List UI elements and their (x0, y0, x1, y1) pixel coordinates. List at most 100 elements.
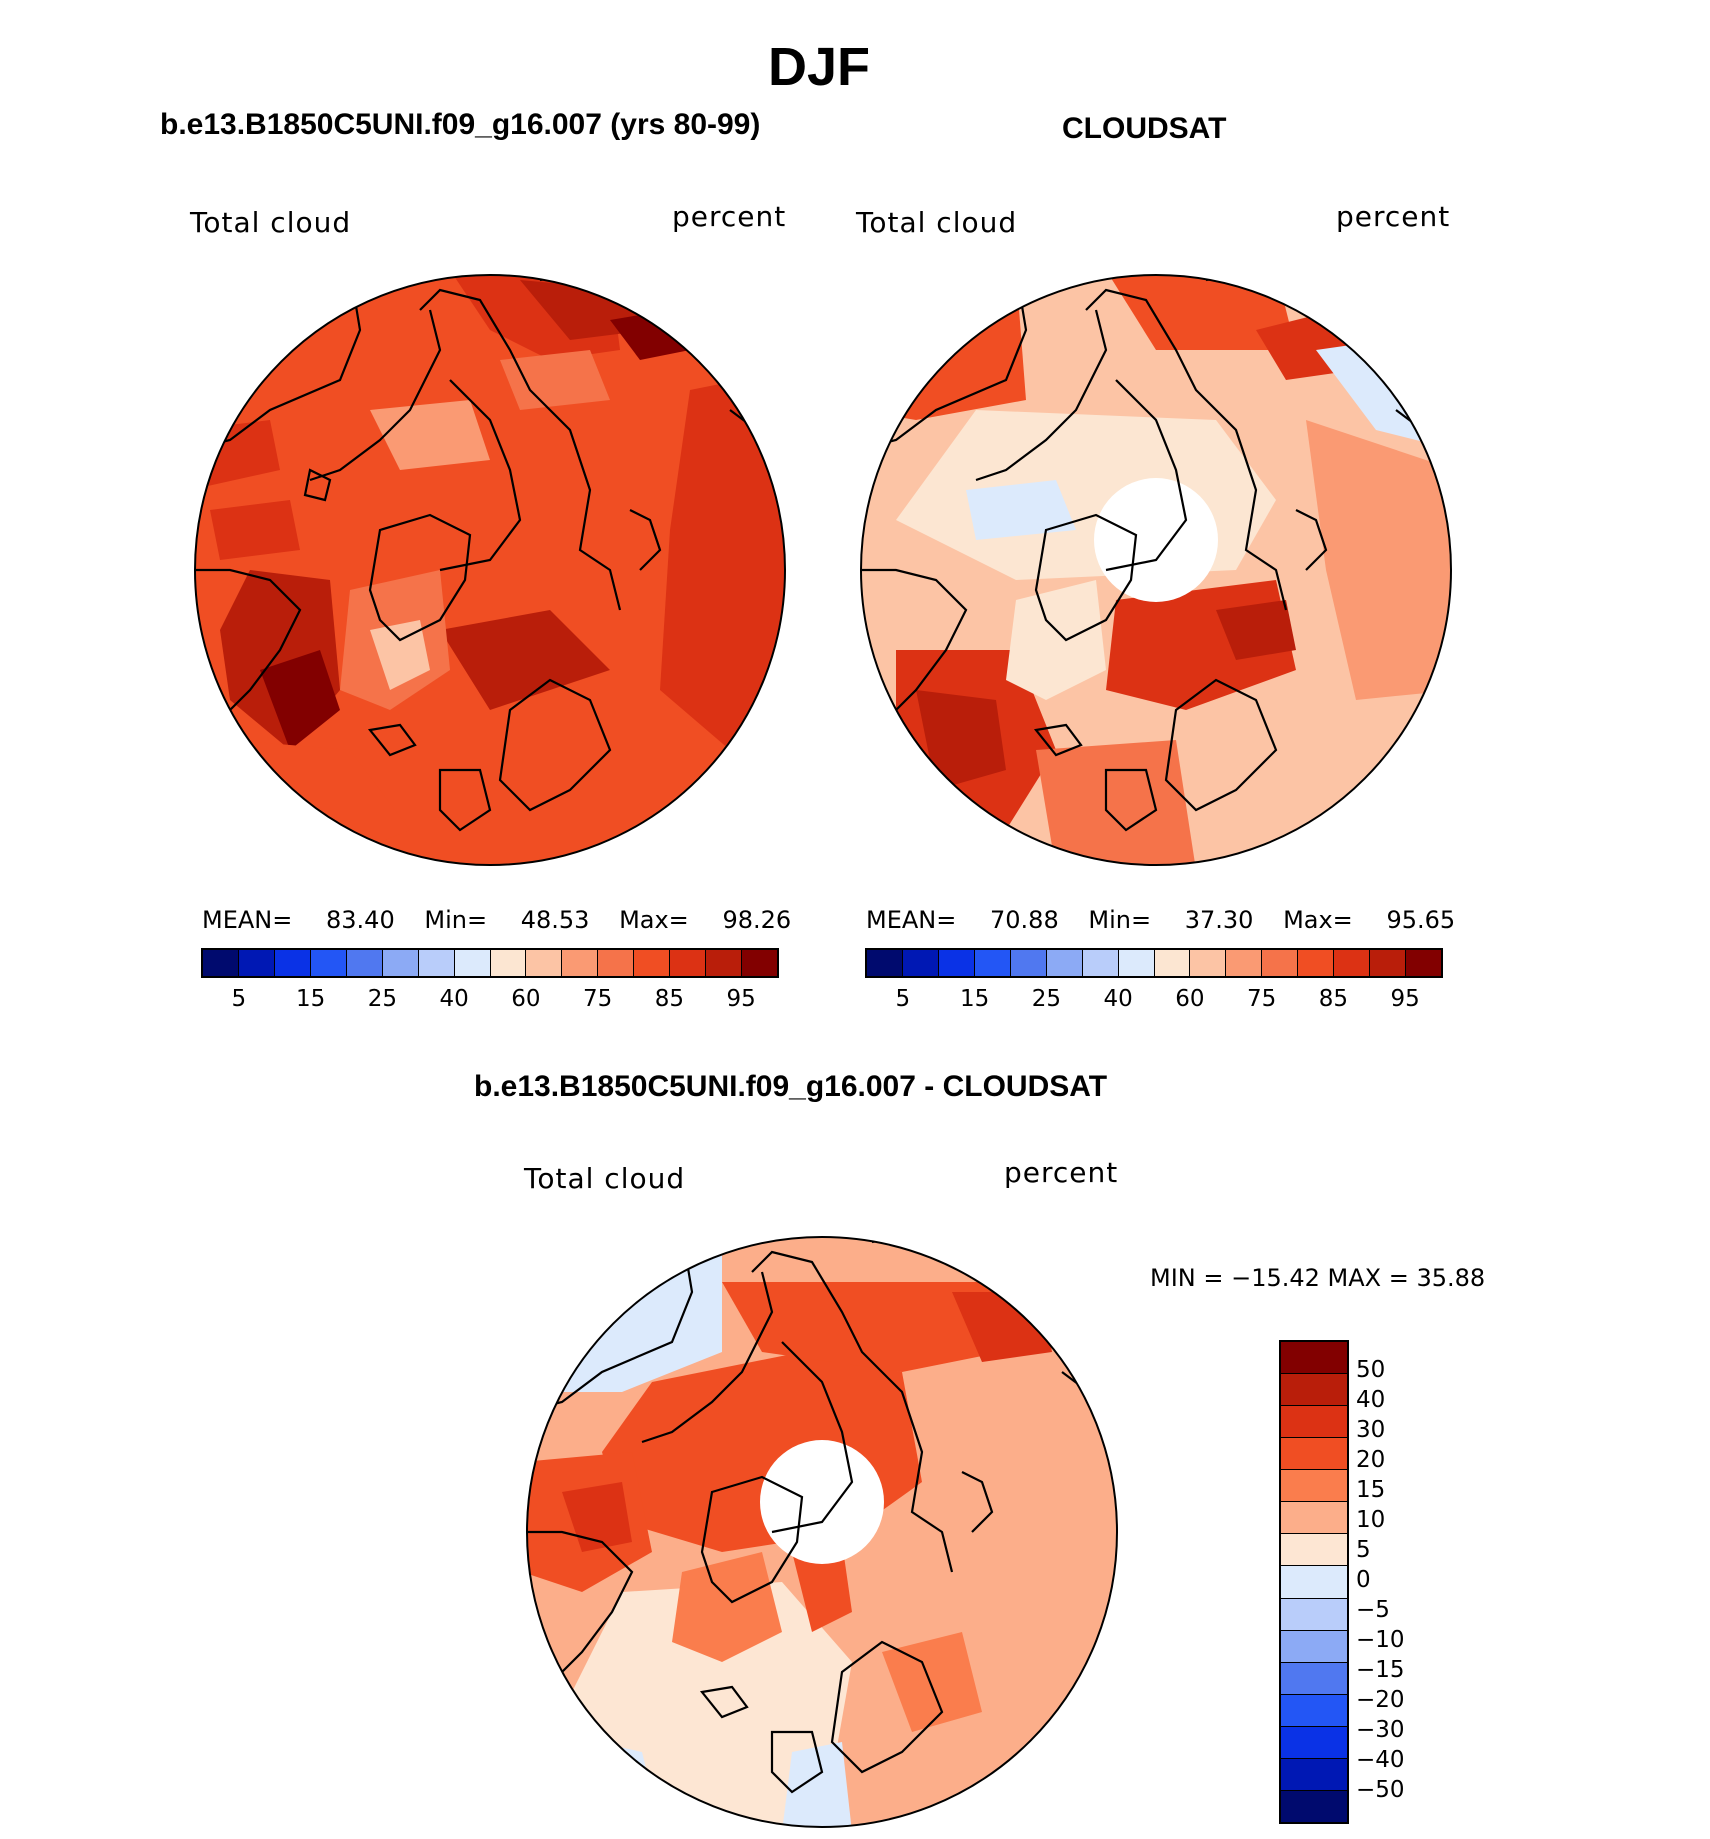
colorbar-swatch (1281, 1694, 1347, 1727)
diff-field-europe-low (782, 1742, 852, 1827)
panel2-coast-scandinavia (1164, 678, 1278, 812)
colorbar-swatch (562, 950, 599, 976)
colorbar-tick-label: −40 (1356, 1747, 1405, 1773)
diff-coast-novaya-zemlya (961, 1471, 994, 1533)
panel2-field-nordic-max (1216, 600, 1296, 660)
panel1-variable-label: Total cloud (190, 206, 352, 239)
diff-panel-title: b.e13.B1850C5UNI.f09_g16.007 - CLOUDSAT (474, 1070, 1108, 1103)
colorbar-swatch (1281, 1630, 1347, 1663)
colorbar-swatch (1190, 950, 1227, 976)
panel2-coast-labrador (861, 568, 968, 711)
colorbar-tick-label: 15 (295, 986, 326, 1012)
colorbar-swatch (1082, 950, 1119, 976)
panel2-map-border (860, 274, 1452, 866)
colorbar-tick-label: 85 (654, 986, 685, 1012)
diff-missing-pole (760, 1440, 884, 1564)
diff-map (526, 1236, 1118, 1828)
colorbar-swatch (203, 950, 239, 976)
panel1-mean-label: MEAN= (202, 906, 293, 934)
panel2-field-archipelago-low (966, 480, 1076, 540)
panel2-max-value: 95.65 (1386, 906, 1456, 934)
colorbar-swatch (1226, 950, 1263, 976)
colorbar-swatch (1406, 950, 1441, 976)
colorbar-swatch (867, 950, 903, 976)
panel1-coast-iceland (367, 723, 417, 757)
colorbar-tick-label: −10 (1356, 1627, 1405, 1653)
diff-coast-siberia (751, 1250, 954, 1573)
colorbar-swatch (526, 950, 563, 976)
colorbar-tick-label: 25 (367, 986, 398, 1012)
panel2-field-east-mid (1306, 420, 1451, 700)
panel2-coast-archipelago (1105, 379, 1188, 572)
diff-coast-uk (770, 1730, 824, 1794)
colorbar-tick-label: 95 (726, 986, 756, 1012)
colorbar-tick-label: 40 (1103, 986, 1133, 1012)
diff-coast-labrador (527, 1530, 634, 1673)
panel2-variable-label: Total cloud (856, 206, 1018, 239)
panel1-field-east-high (660, 370, 785, 750)
panel1-coast-scandinavia (498, 678, 612, 812)
panel1-coast-island1 (303, 468, 332, 502)
colorbar-tick-label: 40 (439, 986, 469, 1012)
panel1-min-label: Min= (424, 906, 488, 934)
colorbar-swatch (238, 950, 275, 976)
panel1-coast-novaya-zemlya (629, 509, 662, 571)
panel2-field-nw-high (861, 275, 1026, 420)
colorbar-swatch (1281, 1662, 1347, 1695)
colorbar-tick-label: 60 (1175, 986, 1205, 1012)
colorbar-tick-label: 75 (582, 986, 613, 1012)
colorbar-swatch (1281, 1438, 1347, 1471)
panel1-coast-uk (438, 768, 492, 832)
colorbar-swatch (1370, 950, 1407, 976)
colorbar-swatch (974, 950, 1011, 976)
panel1-units-label: percent (672, 200, 787, 233)
diff-variable-label: Total cloud (524, 1162, 686, 1195)
colorbar-swatch (1281, 1534, 1347, 1567)
diff-colorbar (1279, 1340, 1349, 1824)
colorbar-swatch (310, 950, 347, 976)
panel1-coast-siberia (419, 288, 622, 611)
panel1-field-greenland-low (370, 620, 430, 690)
panel1-max-label: Max= (619, 906, 689, 934)
panel1-field-north-mid (500, 350, 610, 410)
colorbar-tick-label: 50 (1356, 1357, 1386, 1383)
panel1-coast-archipelago (439, 379, 522, 572)
colorbar-swatch (1046, 950, 1083, 976)
panel2-max-label: Max= (1283, 906, 1353, 934)
diff-map-border (526, 1236, 1118, 1828)
panel2-title: CLOUDSAT (1062, 112, 1227, 145)
panel2-coast-uk (1104, 768, 1158, 832)
colorbar-swatch (1281, 1566, 1347, 1599)
colorbar-tick-label: 60 (511, 986, 541, 1012)
panel1-field-nordic-high (440, 610, 610, 710)
panel2-coast-siberia (1085, 288, 1288, 611)
colorbar-swatch (902, 950, 939, 976)
colorbar-tick-label: 30 (1356, 1417, 1386, 1443)
panel1-field-west-high (210, 500, 300, 560)
colorbar-tick-label: 15 (1356, 1477, 1386, 1503)
panel1-title: b.e13.B1850C5UNI.f09_g16.007 (yrs 80-99) (160, 108, 761, 141)
colorbar-swatch (1298, 950, 1335, 976)
panel1-min-value: 48.53 (520, 906, 590, 934)
panel2-missing-pole (1094, 478, 1218, 602)
panel2-field-greenland-low (1006, 580, 1106, 700)
diff-coast-scandinavia (830, 1640, 944, 1774)
colorbar-swatch (490, 950, 527, 976)
colorbar-swatch (1281, 1598, 1347, 1631)
diff-coast-greenland (700, 1475, 804, 1604)
colorbar-tick-label: 25 (1031, 986, 1062, 1012)
panel2-coast-novaya-zemlya (1295, 509, 1328, 571)
colorbar-swatch (1334, 950, 1371, 976)
panel1-max-value: 98.26 (722, 906, 792, 934)
colorbar-swatch (598, 950, 635, 976)
colorbar-tick-label: 20 (1356, 1447, 1386, 1473)
colorbar-swatch (1281, 1726, 1347, 1759)
colorbar-swatch (1281, 1342, 1347, 1375)
colorbar-tick-label: −15 (1356, 1657, 1405, 1683)
colorbar-swatch (706, 950, 743, 976)
colorbar-swatch (1281, 1374, 1347, 1407)
diff-field-nordic-high (792, 1542, 852, 1632)
panel2-map (860, 274, 1452, 866)
colorbar-swatch (346, 950, 383, 976)
colorbar-swatch (670, 950, 707, 976)
